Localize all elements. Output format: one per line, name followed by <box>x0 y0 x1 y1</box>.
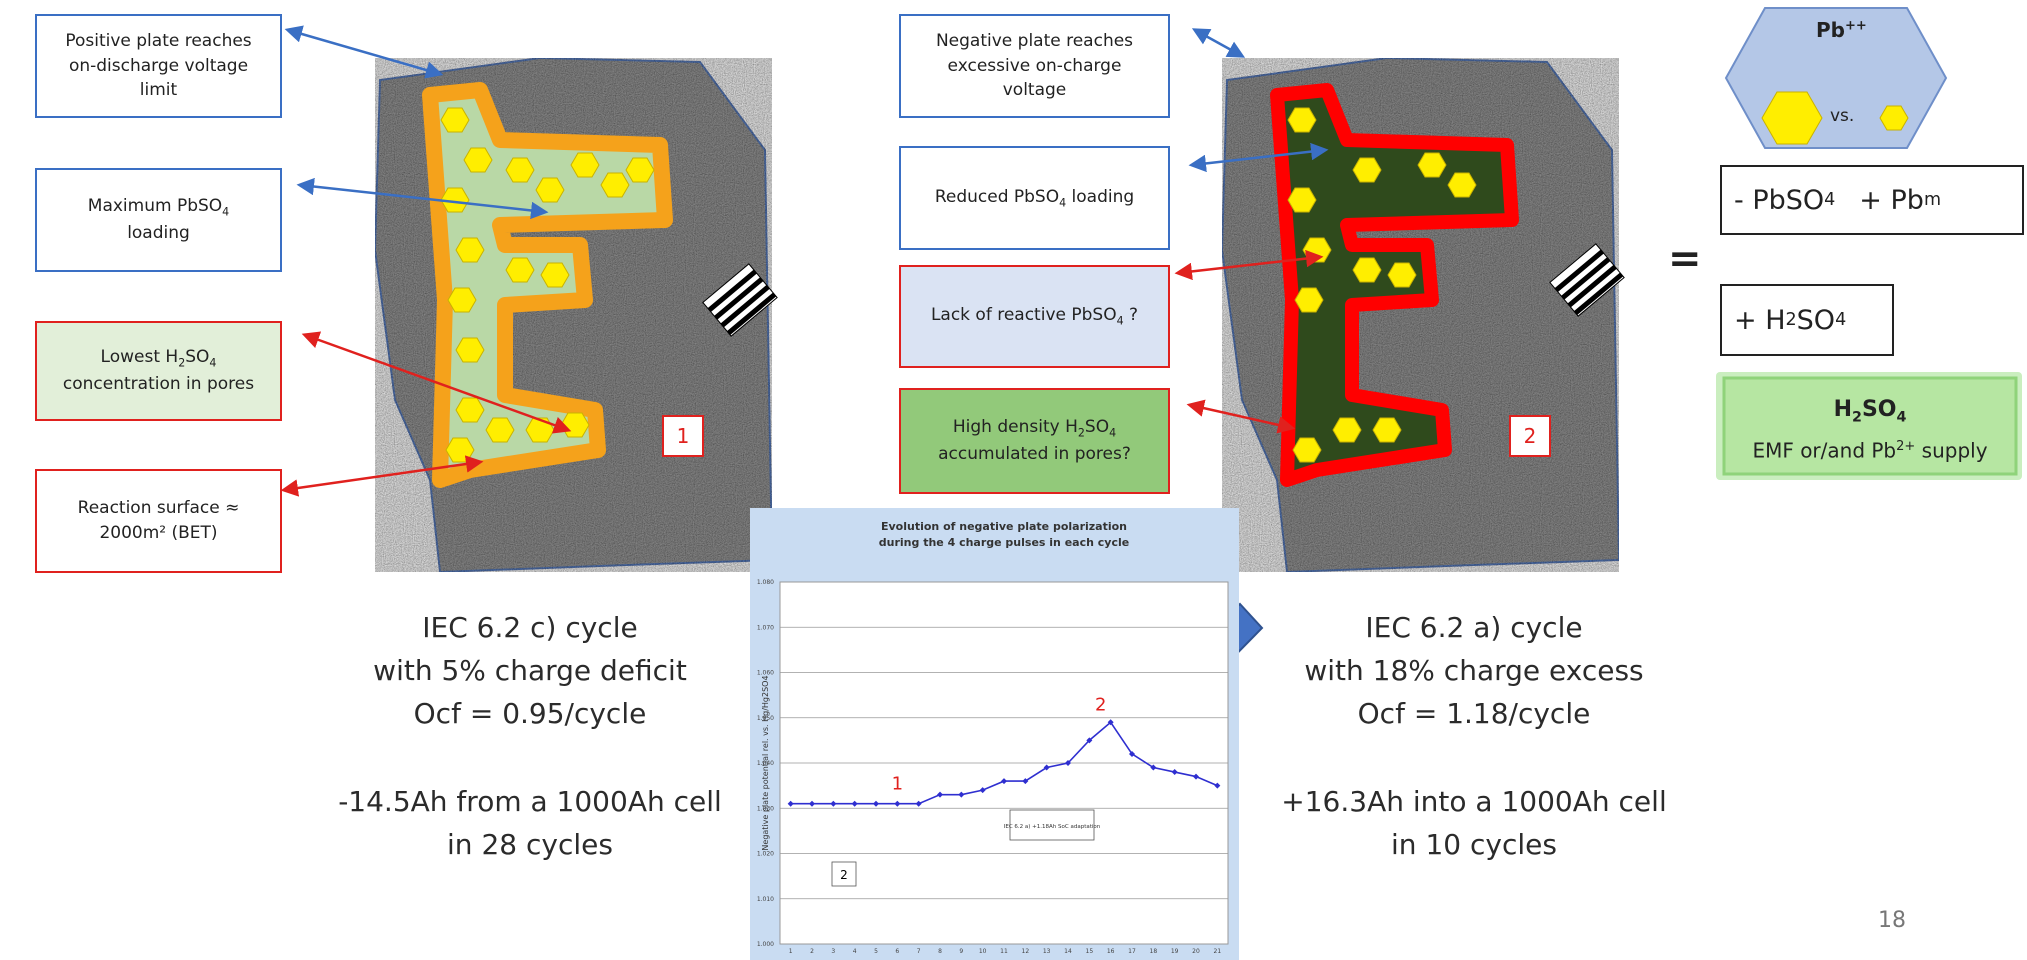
text: Lowest H <box>101 347 179 367</box>
callout: Maximum PbSO4 loading <box>35 168 282 272</box>
text: Pb <box>1816 18 1845 42</box>
callout: Reaction surface ≈ 2000m² (BET) <box>35 469 282 573</box>
text: High density H <box>953 417 1078 437</box>
text: loading <box>127 223 190 243</box>
text: in 10 cycles <box>1214 823 1734 866</box>
plate-1 <box>375 58 777 572</box>
text: supply <box>1915 439 1987 463</box>
text: m <box>1924 190 1941 210</box>
callout: High density H2SO4 accumulated in pores? <box>899 388 1170 494</box>
text: Lack of reactive PbSO <box>931 305 1117 325</box>
text: SO <box>1797 305 1835 336</box>
text: 4 <box>1824 190 1835 210</box>
text: IEC 6.2 a) cycle <box>1214 606 1734 649</box>
text: ++ <box>1845 18 1867 33</box>
text: accumulated in pores? <box>938 444 1131 464</box>
text: 4 <box>209 357 216 370</box>
hexagon-label: Pb++ <box>1816 18 1867 42</box>
text: 2+ <box>1896 439 1915 454</box>
text: in 28 cycles <box>270 823 790 866</box>
text: Positive plate reaches on-discharge volt… <box>55 29 262 103</box>
text: +16.3Ah into a 1000Ah cell <box>1214 780 1734 823</box>
plate-label: 2 <box>1510 416 1550 456</box>
text: with 18% charge excess <box>1214 649 1734 692</box>
text: - PbSO <box>1734 185 1824 216</box>
text: 4 <box>1117 315 1124 328</box>
slide: Positive plate reaches on-discharge volt… <box>0 0 2027 960</box>
callout: Lowest H2SO4 concentration in pores <box>35 321 282 421</box>
callout: Lack of reactive PbSO4 ? <box>899 265 1170 368</box>
plate-label: 1 <box>663 416 703 456</box>
text: -14.5Ah from a 1000Ah cell <box>270 780 790 823</box>
text: IEC 6.2 c) cycle <box>270 606 790 649</box>
text: + Pb <box>1859 185 1924 216</box>
callout: Positive plate reaches on-discharge volt… <box>35 14 282 118</box>
text: + H <box>1734 305 1786 336</box>
text: 2 <box>1852 409 1862 425</box>
text: 4 <box>1835 310 1846 330</box>
plate-2 <box>1222 58 1624 572</box>
text: SO <box>1862 397 1897 422</box>
hexagon-vs: vs. <box>1830 106 1854 126</box>
text: concentration in pores <box>63 374 254 394</box>
text: loading <box>1066 187 1134 207</box>
text: with 5% charge deficit <box>270 649 790 692</box>
text: 4 <box>1109 427 1116 440</box>
text: 4 <box>1896 409 1906 425</box>
text: Reduced PbSO <box>935 187 1059 207</box>
text: SO <box>185 347 209 367</box>
text: 4 <box>222 206 229 219</box>
equals: = <box>1668 236 1702 282</box>
text: Ocf = 1.18/cycle <box>1214 692 1734 735</box>
text: H <box>1834 397 1852 422</box>
text: EMF or/and Pb <box>1752 439 1896 463</box>
text: Negative plate reaches excessive on-char… <box>919 29 1150 103</box>
text: Reaction surface ≈ 2000m² (BET) <box>55 496 262 545</box>
text: SO <box>1085 417 1109 437</box>
text: 2 <box>1786 310 1797 330</box>
text: 2 <box>1078 427 1085 440</box>
text: Maximum PbSO <box>88 196 222 216</box>
text: ? <box>1124 305 1138 325</box>
callout: Reduced PbSO4 loading <box>899 146 1170 250</box>
result: H2SO4 EMF or/and Pb2+ supply <box>1724 395 2016 466</box>
page-number: 18 <box>1878 908 1906 933</box>
callout: Negative plate reaches excessive on-char… <box>899 14 1170 118</box>
text: Ocf = 0.95/cycle <box>270 692 790 735</box>
